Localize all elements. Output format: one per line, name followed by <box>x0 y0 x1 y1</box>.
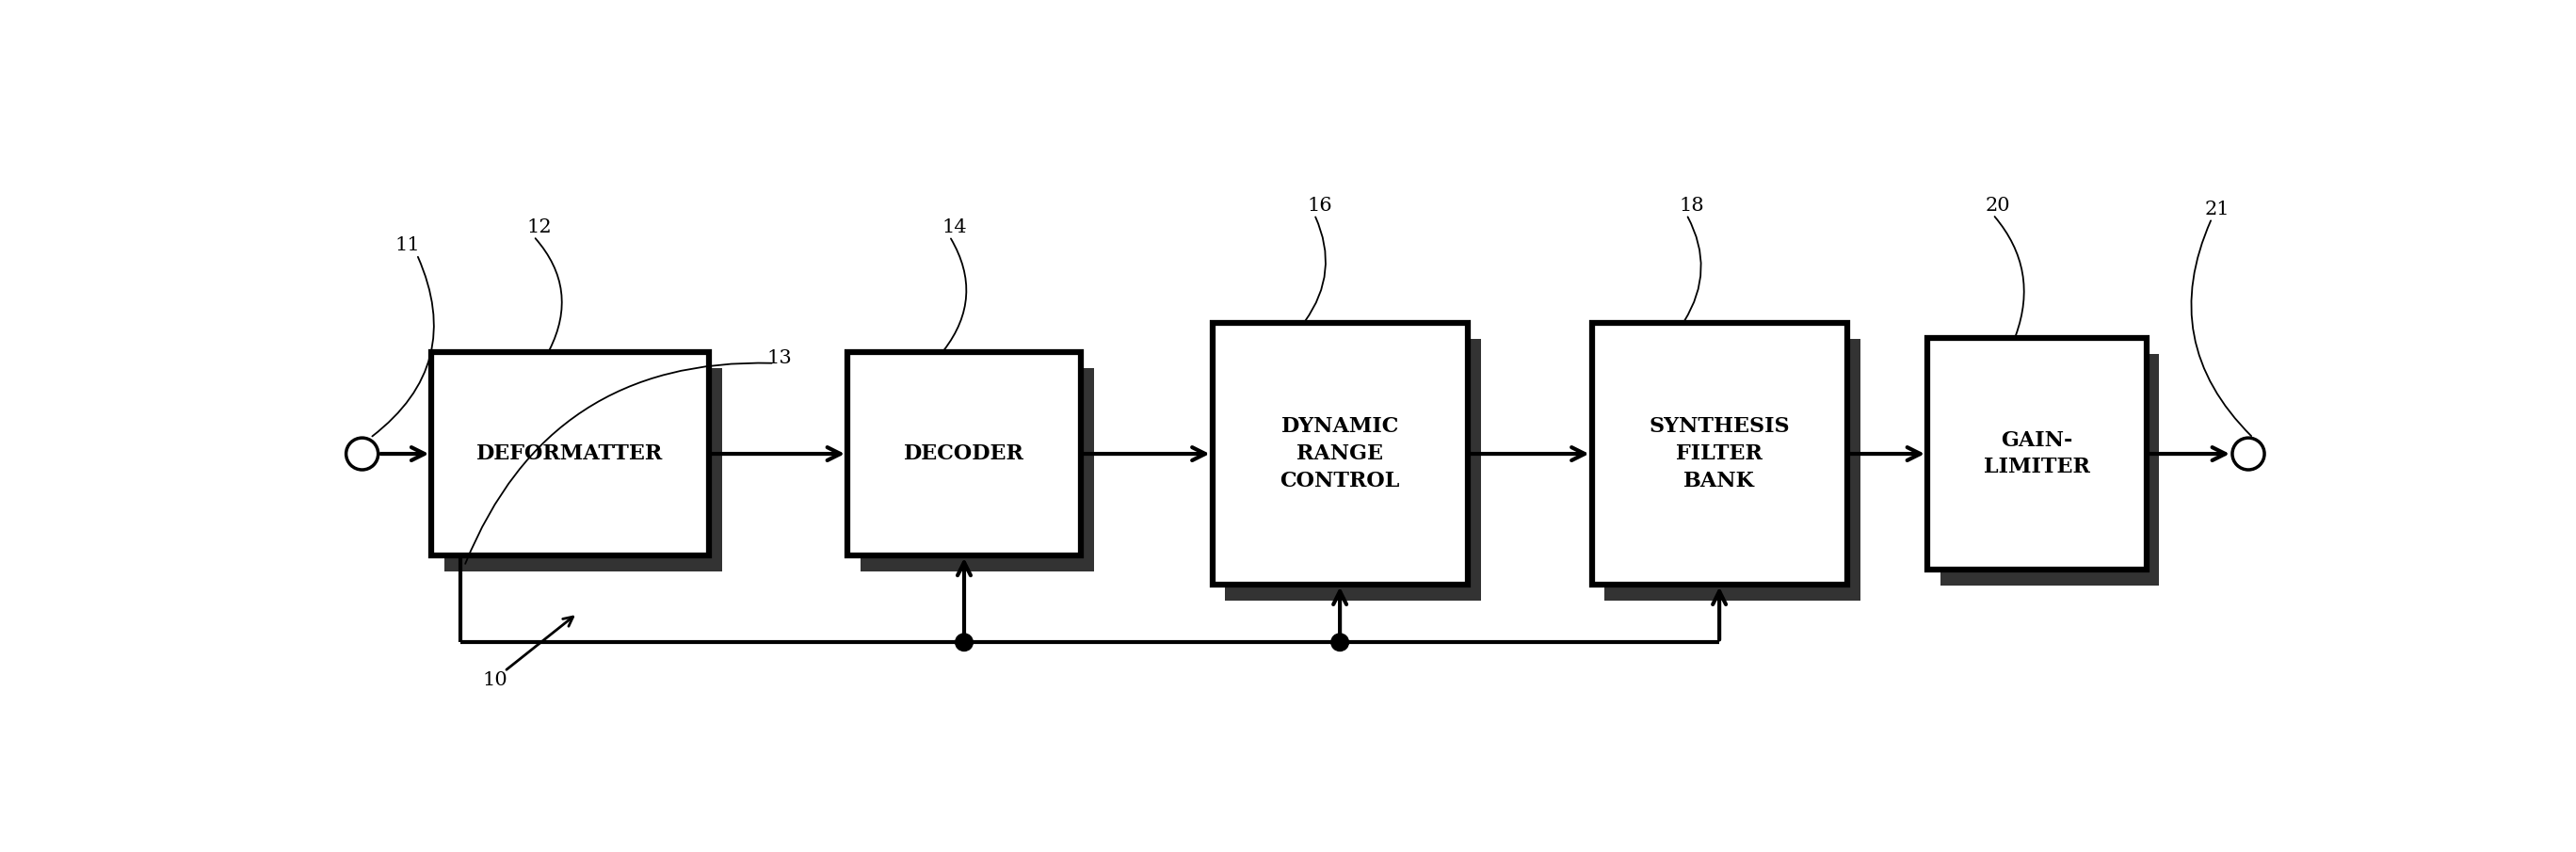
Text: 20: 20 <box>1986 197 2012 215</box>
Text: 11: 11 <box>394 237 420 255</box>
Bar <box>1226 339 1481 601</box>
Text: 21: 21 <box>2205 200 2231 218</box>
Text: 13: 13 <box>768 349 793 367</box>
Circle shape <box>345 438 379 469</box>
Bar <box>1213 324 1468 584</box>
Text: 14: 14 <box>943 218 969 236</box>
Text: 10: 10 <box>482 671 507 689</box>
Circle shape <box>2233 438 2264 469</box>
Text: 16: 16 <box>1306 197 1332 215</box>
Bar <box>446 368 721 571</box>
Circle shape <box>1332 634 1350 651</box>
Text: 12: 12 <box>526 218 551 236</box>
Text: SYNTHESIS
FILTER
BANK: SYNTHESIS FILTER BANK <box>1649 417 1790 492</box>
Bar <box>1592 324 1847 584</box>
Bar <box>430 353 708 556</box>
Bar <box>1605 339 1860 601</box>
Bar <box>1940 354 2159 586</box>
Text: DECODER: DECODER <box>904 443 1025 464</box>
Bar <box>848 353 1082 556</box>
Text: DYNAMIC
RANGE
CONTROL: DYNAMIC RANGE CONTROL <box>1280 417 1399 492</box>
Circle shape <box>956 634 974 651</box>
Bar <box>860 368 1095 571</box>
Text: DEFORMATTER: DEFORMATTER <box>477 443 665 464</box>
Text: 18: 18 <box>1680 197 1705 215</box>
Bar <box>1927 338 2146 570</box>
Text: GAIN-
LIMITER: GAIN- LIMITER <box>1984 430 2089 478</box>
